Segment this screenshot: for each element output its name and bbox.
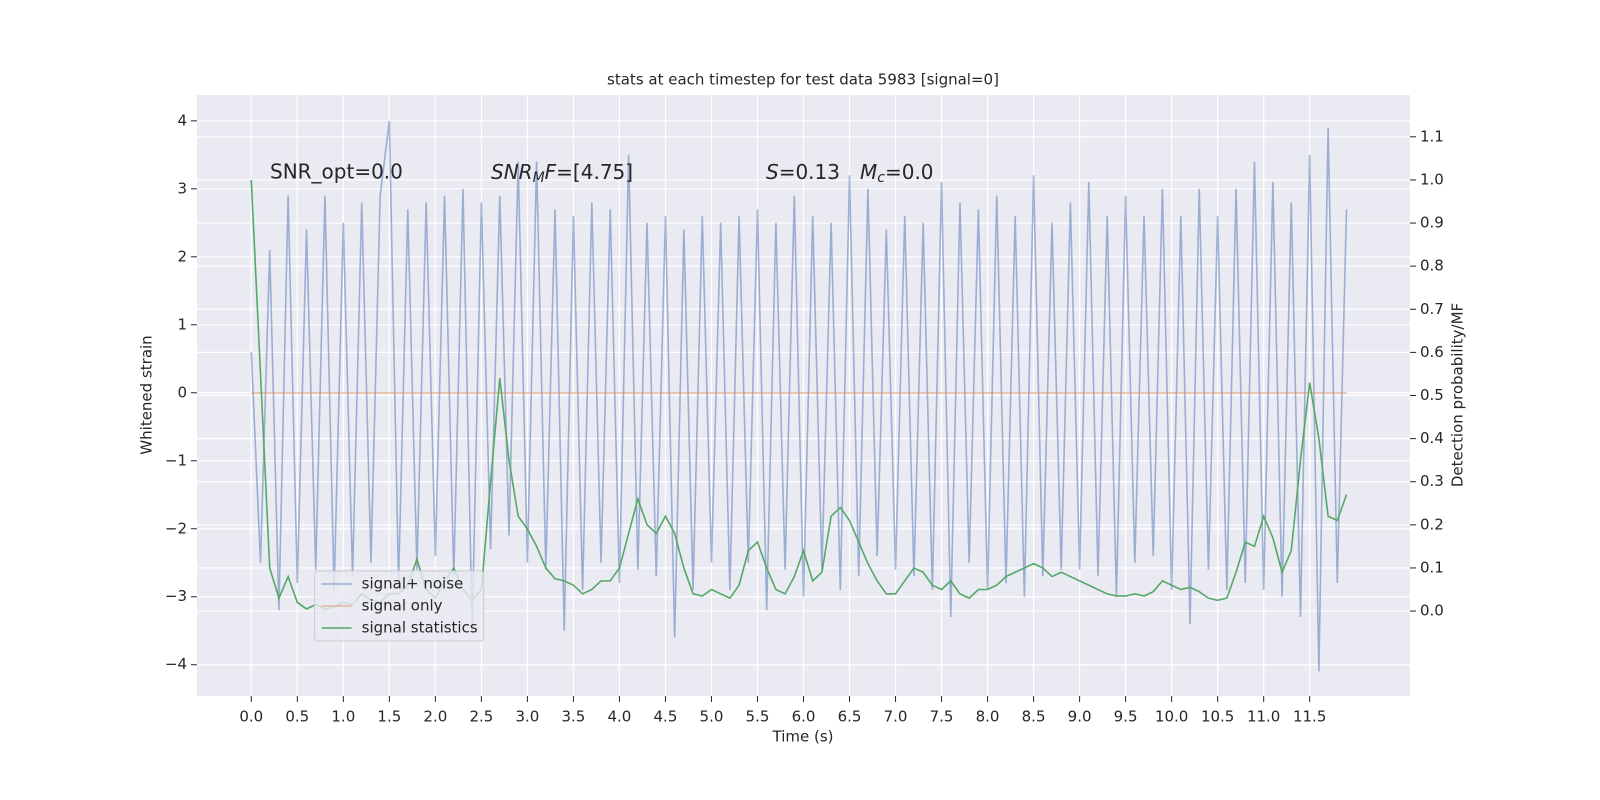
y-tick-label: −3	[165, 587, 187, 605]
annotation-part: =0.13	[779, 160, 840, 184]
legend-label: signal only	[362, 597, 443, 615]
x-tick-label: 1.5	[377, 708, 401, 726]
x-tick-label: 3.0	[515, 708, 539, 726]
annotation-part: M	[860, 160, 877, 184]
x-tick-label: 10.5	[1201, 708, 1234, 726]
legend: signal+ noise signal only signal statistic…	[314, 570, 485, 642]
y-tick-label: −4	[165, 655, 187, 673]
x-tick-label: 5.5	[746, 708, 770, 726]
annotation-part: =0.0	[885, 160, 934, 184]
y2-tick-label: 1.1	[1420, 127, 1444, 145]
annotation-part: SNR	[491, 160, 533, 184]
x-tick-label: 2.5	[469, 708, 493, 726]
y2-tick-label: 1.0	[1420, 170, 1444, 188]
y2-tick-label: 0.6	[1420, 343, 1444, 361]
x-tick-label: 8.0	[976, 708, 1000, 726]
y2-tick-label: 0.5	[1420, 386, 1444, 404]
y-tick-label: 4	[177, 111, 187, 129]
x-tick-label: 9.5	[1114, 708, 1138, 726]
y2-tick-label: 0.2	[1420, 515, 1444, 533]
y-tick-label: 0	[177, 383, 187, 401]
x-axis-label: Time (s)	[772, 728, 834, 746]
y-tick-label: 1	[177, 315, 187, 333]
y2-tick-label: 0.8	[1420, 257, 1444, 275]
chart-title: stats at each timestep for test data 598…	[607, 71, 999, 89]
x-tick-label: 2.0	[423, 708, 447, 726]
legend-label: signal statistics	[362, 619, 478, 637]
x-tick-label: 9.0	[1068, 708, 1092, 726]
x-tick-label: 11.5	[1293, 708, 1326, 726]
y2-tick-label: 0.9	[1420, 214, 1444, 232]
y-tick-label: 3	[177, 179, 187, 197]
y-axis-label: Whitened strain	[138, 335, 156, 454]
x-tick-label: 1.0	[331, 708, 355, 726]
y2-tick-label: 0.4	[1420, 429, 1444, 447]
annotation: SNRMF=[4.75]	[491, 160, 633, 187]
x-tick-label: 8.5	[1022, 708, 1046, 726]
x-tick-label: 3.5	[561, 708, 585, 726]
y2-tick-label: 0.3	[1420, 472, 1444, 490]
ticks: 0.0 0.5 1.0 1.5 2.0 2.5 3.0 3.5 4.0 4.5 5.0 5.5 6.0 6…	[165, 111, 1444, 725]
legend-label: signal+ noise	[362, 575, 464, 593]
y-tick-label: −2	[165, 519, 187, 537]
x-tick-label: 7.0	[884, 708, 908, 726]
annotation-part: c	[877, 170, 885, 186]
y-tick-label: 2	[177, 247, 187, 265]
x-tick-label: 5.0	[700, 708, 724, 726]
x-tick-label: 4.0	[608, 708, 632, 726]
x-tick-label: 10.0	[1155, 708, 1188, 726]
x-tick-label: 4.5	[654, 708, 678, 726]
x-tick-label: 7.5	[930, 708, 954, 726]
y2-axis-label: Detection probability/MF	[1449, 303, 1467, 487]
x-tick-label: 6.5	[838, 708, 862, 726]
y2-tick-label: 0.7	[1420, 300, 1444, 318]
annotation: SNR_opt=0.0	[270, 160, 403, 184]
x-tick-label: 0.5	[285, 708, 309, 726]
y2-tick-label: 0.0	[1420, 602, 1444, 620]
annotation-part: M	[533, 170, 545, 186]
legend-box	[314, 570, 485, 642]
y2-tick-label: 0.1	[1420, 558, 1444, 576]
annotation-part: =[4.75]	[556, 160, 633, 184]
annotation: S=0.13 Mc=0.0	[766, 160, 934, 187]
x-tick-label: 0.0	[239, 708, 263, 726]
x-tick-label: 6.0	[792, 708, 816, 726]
x-tick-label: 11.0	[1247, 708, 1280, 726]
series-line	[250, 120, 1348, 672]
annotation-part: F	[545, 160, 557, 184]
y-tick-label: −1	[165, 451, 187, 469]
annotation-part: S	[766, 160, 779, 184]
